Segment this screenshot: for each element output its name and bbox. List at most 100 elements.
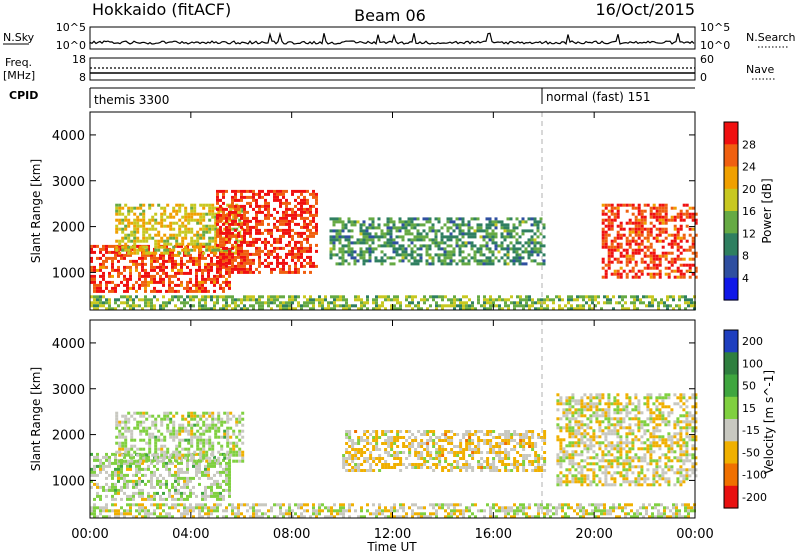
heatmap-cell-0-5 — [507, 298, 510, 302]
heatmap-cell-1-2 — [507, 469, 511, 472]
heatmap-cell-0-3 — [389, 217, 393, 221]
heatmap-cell-0-2 — [300, 192, 303, 196]
heatmap-cell-1-0 — [99, 485, 102, 489]
heatmap-cell-1-1 — [211, 417, 215, 421]
heatmap-cell-0-4 — [622, 248, 626, 252]
heatmap-cell-1-1 — [217, 435, 221, 439]
heatmap-cell-1-3 — [589, 405, 593, 409]
heatmap-cell-1-1 — [151, 453, 155, 457]
heatmap-cell-0-3 — [407, 220, 411, 224]
heatmap-cell-0-5 — [267, 301, 270, 305]
heatmap-cell-0-0 — [93, 274, 96, 278]
heatmap-cell-0-2 — [306, 222, 309, 226]
heatmap-cell-1-3 — [562, 474, 566, 478]
heatmap-cell-0-4 — [676, 236, 680, 240]
heatmap-cell-0-5 — [477, 298, 480, 302]
heatmap-cell-0-2 — [240, 189, 243, 193]
heatmap-cell-1-2 — [426, 430, 430, 433]
heatmap-cell-0-4 — [655, 236, 659, 240]
heatmap-cell-1-2 — [435, 442, 439, 445]
heatmap-cell-0-2 — [216, 219, 219, 223]
heatmap-cell-0-0 — [210, 250, 213, 254]
heatmap-cell-0-3 — [473, 217, 477, 221]
heatmap-cell-0-1 — [142, 203, 146, 207]
heatmap-cell-0-2 — [240, 213, 243, 217]
heatmap-cell-0-5 — [606, 298, 609, 302]
heatmap-cell-0-2 — [288, 243, 291, 247]
heatmap-cell-1-1 — [190, 432, 194, 436]
heatmap-cell-0-5 — [153, 307, 156, 311]
heatmap-cell-1-1 — [175, 411, 179, 415]
heatmap-cell-0-1 — [133, 233, 137, 237]
heatmap-cell-0-3 — [488, 220, 492, 224]
heatmap-cell-0-4 — [616, 230, 620, 234]
heatmap-cell-1-2 — [408, 442, 412, 445]
heatmap-cell-1-0 — [189, 488, 192, 492]
heatmap-cell-0-4 — [679, 272, 683, 276]
heatmap-cell-1-3 — [580, 438, 584, 442]
heatmap-cell-0-0 — [165, 244, 168, 248]
heatmap-cell-1-0 — [111, 488, 114, 492]
heatmap-cell-0-2 — [216, 201, 219, 205]
heatmap-cell-0-3 — [359, 229, 363, 233]
heatmap-cell-0-2 — [243, 207, 246, 211]
heatmap-cell-0-5 — [363, 304, 366, 308]
heatmap-cell-1-3 — [580, 471, 584, 475]
heatmap-cell-1-2 — [453, 454, 457, 457]
heatmap-cell-1-2 — [429, 457, 433, 460]
heatmap-cell-0-3 — [449, 259, 453, 263]
heatmap-cell-0-3 — [497, 259, 501, 263]
heatmap-cell-0-1 — [199, 236, 203, 240]
heatmap-cell-0-2 — [228, 261, 231, 265]
heatmap-cell-0-4 — [676, 227, 680, 231]
heatmap-cell-0-0 — [144, 253, 147, 257]
heatmap-cell-1-3 — [568, 459, 572, 463]
heatmap-cell-1-0 — [177, 491, 180, 495]
heatmap-cell-0-2 — [228, 249, 231, 253]
heatmap-cell-0-3 — [425, 259, 429, 263]
heatmap-cell-1-0 — [150, 473, 153, 477]
heatmap-cell-0-2 — [222, 222, 225, 226]
heatmap-cell-1-1 — [166, 429, 170, 433]
heatmap-cell-0-3 — [383, 259, 387, 263]
heatmap-cell-1-2 — [495, 442, 499, 445]
heatmap-cell-0-5 — [519, 301, 522, 305]
heatmap-cell-0-2 — [306, 201, 309, 205]
heatmap-cell-0-0 — [186, 265, 189, 269]
heatmap-cell-0-3 — [443, 250, 447, 254]
heatmap-cell-0-4 — [601, 242, 605, 246]
heatmap-cell-1-3 — [568, 426, 572, 430]
heatmap-cell-1-2 — [426, 439, 430, 442]
heatmap-cell-0-5 — [123, 307, 126, 311]
heatmap-cell-0-3 — [419, 253, 423, 257]
heatmap-cell-0-3 — [449, 253, 453, 257]
heatmap-cell-1-2 — [543, 460, 547, 463]
heatmap-cell-1-0 — [174, 491, 177, 495]
heatmap-cell-1-3 — [580, 426, 584, 430]
heatmap-cell-1-1 — [193, 411, 197, 415]
heatmap-cell-0-5 — [216, 298, 219, 302]
heatmap-cell-0-0 — [153, 268, 156, 272]
heatmap-cell-0-4 — [619, 260, 623, 264]
heatmap-cell-0-1 — [118, 227, 122, 231]
heatmap-cell-0-5 — [627, 307, 630, 311]
heatmap-cell-0-4 — [604, 269, 608, 273]
heatmap-cell-1-0 — [93, 455, 96, 459]
heatmap-cell-0-4 — [658, 269, 662, 273]
heatmap-cell-1-2 — [444, 448, 448, 451]
heatmap-cell-0-2 — [297, 240, 300, 244]
heatmap-cell-0-0 — [192, 262, 195, 266]
heatmap-cell-0-3 — [527, 217, 531, 221]
heatmap-cell-1-3 — [559, 462, 563, 466]
heatmap-cell-0-0 — [168, 256, 171, 260]
heatmap-cell-1-2 — [447, 469, 451, 472]
heatmap-cell-1-1 — [199, 450, 203, 454]
heatmap-cell-0-1 — [235, 248, 239, 252]
heatmap-cell-0-0 — [195, 271, 198, 275]
heatmap-cell-0-3 — [386, 226, 390, 230]
heatmap-cell-0-1 — [175, 209, 179, 213]
heatmap-cell-1-2 — [471, 439, 475, 442]
heatmap-cell-0-3 — [530, 217, 534, 221]
heatmap-cell-1-3 — [586, 444, 590, 448]
heatmap-cell-1-0 — [168, 488, 171, 492]
